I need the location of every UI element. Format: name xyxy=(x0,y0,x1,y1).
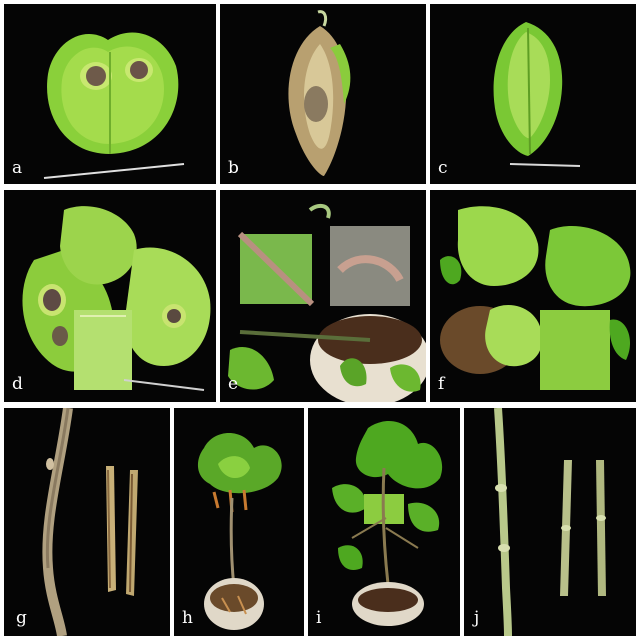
panel-label-c: c xyxy=(438,158,448,178)
panel-b: b xyxy=(220,4,426,184)
potted-plant-image-h xyxy=(197,433,282,630)
panel-c: c xyxy=(430,4,636,184)
panel-f: f xyxy=(430,190,636,402)
panel-label-j: j xyxy=(474,608,480,628)
panel-i: i xyxy=(308,408,460,636)
panel-a: a xyxy=(4,4,216,184)
stem-lesion-image-g xyxy=(42,408,138,636)
panel-label-f: f xyxy=(438,374,445,394)
panel-g: g xyxy=(4,408,170,636)
panel-e: e xyxy=(220,190,426,402)
plant-leaves-image-f xyxy=(440,206,631,390)
panel-label-e: e xyxy=(228,374,239,394)
panel-d: d xyxy=(4,190,216,402)
panel-j: j xyxy=(464,408,636,636)
potted-plant-image-i xyxy=(332,421,443,626)
panel-label-h: h xyxy=(182,608,193,628)
leaf-lesion-image-a xyxy=(43,32,185,179)
healthy-stem-image-j xyxy=(494,408,606,636)
panel-label-i: i xyxy=(316,608,322,628)
panel-label-g: g xyxy=(16,608,27,628)
leaf-necrosis-image-b xyxy=(288,10,351,176)
panel-h: h xyxy=(174,408,304,636)
plant-pot-image-e xyxy=(228,203,426,402)
panel-label-b: b xyxy=(228,158,239,178)
panel-label-a: a xyxy=(12,158,23,178)
panel-label-d: d xyxy=(12,374,23,394)
healthy-leaf-image-c xyxy=(493,22,581,167)
infected-leaves-image-d xyxy=(22,206,211,391)
